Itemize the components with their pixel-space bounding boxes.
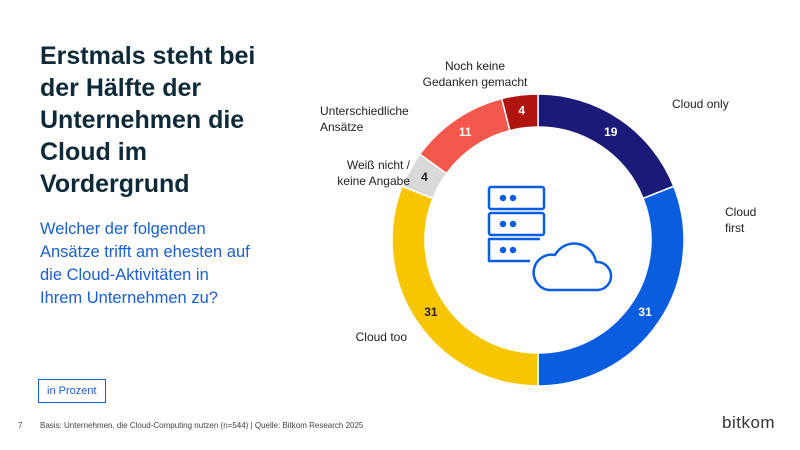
value-label: 31 xyxy=(638,305,652,319)
page-number: 7 xyxy=(18,421,23,430)
category-label: Weiß nicht / keine Angabe xyxy=(337,158,410,188)
question: Welcher der folgenden Ansätze trifft am … xyxy=(40,220,250,307)
value-label: 19 xyxy=(604,125,618,139)
category-label: Cloud too xyxy=(355,330,407,344)
category-label: Cloud first xyxy=(725,205,757,235)
source-note: Basis: Unternehmen, die Cloud-Computing … xyxy=(40,421,364,430)
value-label: 31 xyxy=(424,305,438,319)
category-label: Cloud only xyxy=(672,97,729,111)
slide-title: Erstmals steht bei der Hälfte der Untern… xyxy=(40,42,256,198)
donut-segment xyxy=(500,93,539,132)
center-icon xyxy=(487,185,613,292)
value-label: 11 xyxy=(459,125,472,139)
category-label: Noch keine Gedanken gemacht xyxy=(422,59,528,89)
logo: bitkom xyxy=(722,413,776,432)
donut-segment xyxy=(537,93,675,200)
value-label: 4 xyxy=(518,104,525,118)
donut-segment xyxy=(391,185,539,387)
category-label: Unterschiedliche Ansätze xyxy=(320,104,409,134)
value-label: 4 xyxy=(421,170,428,184)
unit-button[interactable]: in Prozent xyxy=(38,379,106,403)
